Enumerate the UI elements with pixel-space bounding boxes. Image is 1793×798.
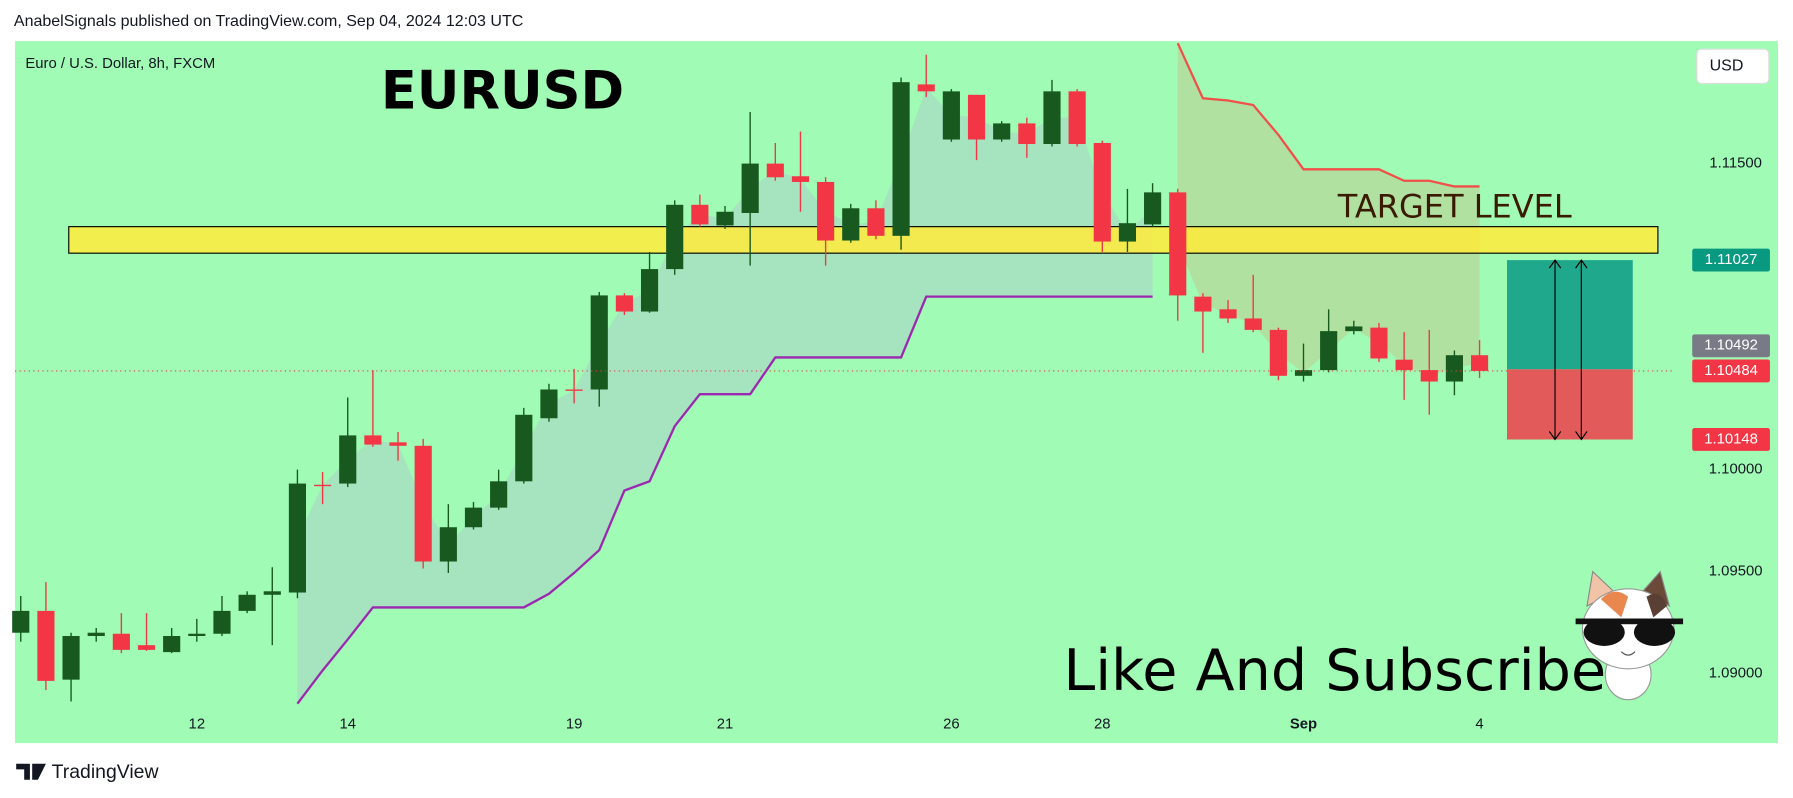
plot: TARGET LEVEL 1.09000 1.09500 1.10000 1.11500… bbox=[12, 42, 1770, 733]
candle-body bbox=[590, 295, 608, 390]
header: AnabelSignals published on TradingView.c… bbox=[14, 13, 523, 30]
candle-body bbox=[37, 610, 55, 681]
candle-body bbox=[892, 82, 910, 236]
candle-body bbox=[1144, 192, 1162, 225]
candle-body bbox=[1093, 142, 1111, 242]
candle-body bbox=[112, 633, 130, 650]
indicator-line bbox=[296, 295, 1153, 705]
chart-title: EURUSD bbox=[381, 60, 624, 121]
candle-body bbox=[1345, 326, 1363, 332]
y-tick-label: 1.10000 bbox=[1709, 462, 1763, 478]
target-label: TARGET LEVEL bbox=[1337, 187, 1572, 225]
candle-body bbox=[917, 84, 935, 92]
candle-body bbox=[817, 181, 835, 241]
candle-body bbox=[1043, 91, 1061, 145]
price-label-box bbox=[1692, 334, 1770, 358]
price-label: 1.10484 bbox=[1704, 363, 1758, 379]
candle-body bbox=[188, 633, 206, 636]
candle-body bbox=[1320, 331, 1338, 371]
candle-body bbox=[640, 269, 659, 312]
candle-body bbox=[263, 591, 281, 595]
candle-body bbox=[615, 295, 633, 312]
candle-body bbox=[791, 176, 810, 182]
candle-body bbox=[515, 414, 533, 482]
y-tick-label: 1.11500 bbox=[1709, 156, 1762, 172]
candle-body bbox=[716, 211, 734, 226]
indicator-line bbox=[1176, 42, 1480, 188]
candle-body bbox=[1370, 327, 1388, 359]
arrow-head bbox=[1548, 259, 1562, 441]
candle-body bbox=[414, 445, 432, 562]
candle-body bbox=[565, 389, 583, 391]
symbol-info: Euro / U.S. Dollar, 8h, FXCM bbox=[25, 56, 215, 72]
x-tick-label: 26 bbox=[943, 717, 960, 733]
candle-body bbox=[691, 204, 709, 225]
candle-body bbox=[942, 91, 960, 140]
candle-body bbox=[1118, 223, 1137, 242]
candle-body bbox=[288, 483, 307, 593]
price-label: 1.10492 bbox=[1704, 338, 1758, 354]
candle-body bbox=[339, 435, 357, 484]
candle-body bbox=[364, 435, 382, 445]
position-stop bbox=[1507, 369, 1633, 440]
candle-body bbox=[540, 389, 558, 419]
target-zone bbox=[68, 226, 1659, 254]
candle-body bbox=[1219, 309, 1237, 319]
candle-body bbox=[1018, 123, 1036, 145]
mascot bbox=[1575, 570, 1684, 701]
candle-body bbox=[213, 610, 231, 634]
x-tick-label: 28 bbox=[1094, 717, 1111, 733]
candle-body bbox=[867, 208, 885, 236]
arrow-head bbox=[1575, 259, 1588, 441]
x-tick-label: 14 bbox=[339, 717, 356, 733]
x-tick-label: 19 bbox=[566, 717, 583, 733]
price-label: 1.10148 bbox=[1704, 431, 1758, 447]
candle-body bbox=[1068, 91, 1086, 145]
candle-body bbox=[464, 507, 483, 528]
footer: TradingView bbox=[52, 761, 160, 783]
annotation: Like And Subscribe bbox=[1063, 638, 1606, 704]
candle-body bbox=[766, 163, 784, 178]
candle-body bbox=[1269, 329, 1287, 376]
position-target bbox=[1507, 260, 1633, 370]
candle-body bbox=[1395, 359, 1413, 371]
candle-body bbox=[1244, 318, 1262, 330]
candle-body bbox=[1294, 370, 1313, 376]
price-label-box bbox=[1692, 248, 1770, 272]
candle-body bbox=[314, 484, 332, 487]
candle-body bbox=[1194, 296, 1212, 312]
candle-body bbox=[238, 594, 256, 611]
price-label-box bbox=[1692, 428, 1770, 451]
footer-logo bbox=[16, 763, 46, 780]
x-tick-label: 21 bbox=[717, 717, 734, 733]
y-tick-label: 1.09000 bbox=[1709, 666, 1763, 682]
candle-body bbox=[993, 123, 1011, 140]
candle-body bbox=[62, 635, 80, 680]
candle-body bbox=[666, 204, 684, 270]
candle-body bbox=[1445, 355, 1463, 382]
candle-body bbox=[1470, 355, 1489, 371]
candle-body bbox=[439, 527, 457, 562]
x-tick-label: 4 bbox=[1475, 717, 1483, 733]
currency: USD bbox=[1710, 58, 1744, 75]
x-tick-label: Sep bbox=[1290, 717, 1317, 733]
y-tick-label: 1.09500 bbox=[1709, 564, 1763, 580]
candle-body bbox=[1169, 192, 1187, 296]
candle-body bbox=[389, 442, 407, 446]
candle-body bbox=[163, 635, 181, 653]
candle-body bbox=[490, 481, 508, 508]
candle-body bbox=[741, 163, 759, 213]
candle-body bbox=[137, 645, 156, 650]
candle-body bbox=[1420, 370, 1438, 382]
price-label-box bbox=[1692, 359, 1770, 383]
price-label: 1.11027 bbox=[1705, 252, 1758, 268]
currency-box bbox=[1696, 48, 1770, 85]
x-tick-label: 12 bbox=[189, 717, 206, 733]
candle-body bbox=[842, 208, 860, 241]
candle-body bbox=[12, 610, 30, 633]
candle-body bbox=[967, 94, 986, 140]
candle-body bbox=[87, 632, 105, 636]
